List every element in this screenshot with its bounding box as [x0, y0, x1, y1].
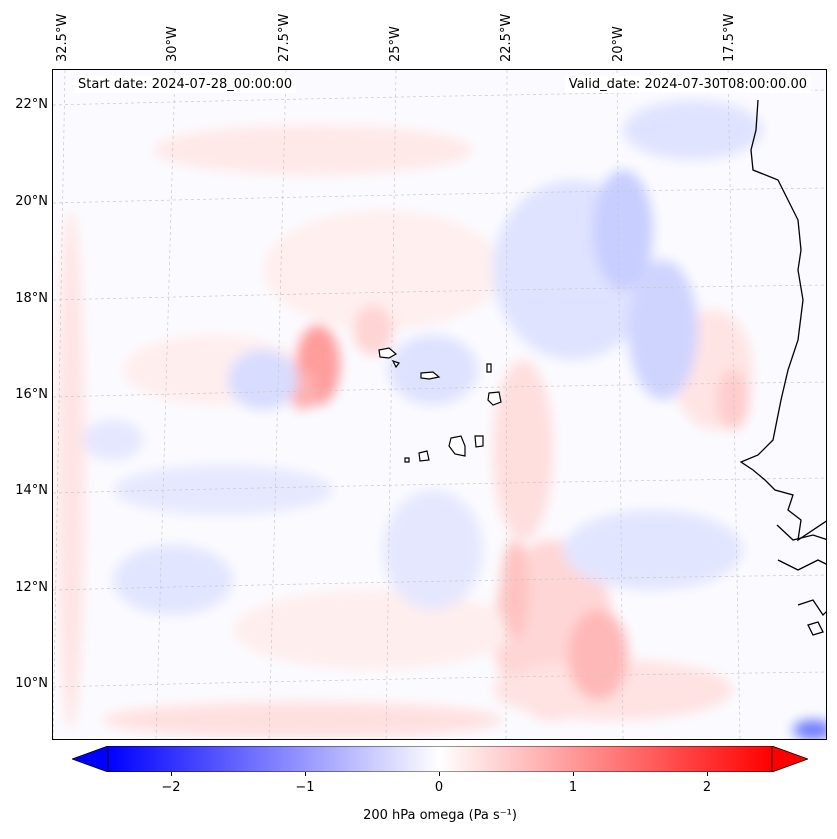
lat-label-20: 20°N	[15, 194, 48, 209]
colorbar-tick-label: 2	[702, 780, 712, 795]
lat-label-16: 16°N	[15, 387, 48, 402]
lon-label-30: 30°W	[165, 26, 180, 62]
lat-label-14: 14°N	[15, 483, 48, 498]
lat-label-22: 22°N	[15, 97, 48, 112]
colorbar-tickmark	[707, 772, 708, 776]
lon-label-17-5: 17.5°W	[722, 13, 737, 62]
colorbar-tickmark	[573, 772, 574, 776]
colorbar-gradient	[107, 746, 773, 772]
colorbar-tickmark	[171, 772, 172, 776]
omega-contours	[57, 100, 826, 739]
colorbar-tick-label: 0	[434, 780, 444, 795]
omega-field-map	[53, 70, 826, 739]
lon-label-27-5: 27.5°W	[277, 13, 292, 62]
colorbar-extend-min	[72, 746, 109, 772]
lat-label-10: 10°N	[15, 676, 48, 691]
map-panel[interactable]	[52, 69, 827, 740]
colorbar-tick-label: 1	[568, 780, 578, 795]
coastline	[739, 99, 826, 636]
islands	[378, 347, 502, 463]
lon-label-32-5: 32.5°W	[55, 13, 70, 62]
colorbar-tick-label: −1	[295, 780, 315, 795]
lon-label-22-5: 22.5°W	[499, 13, 514, 62]
gridlines	[53, 70, 826, 739]
colorbar-tick-label: −2	[161, 780, 181, 795]
colorbar	[72, 746, 808, 772]
lat-label-18: 18°N	[15, 291, 48, 306]
lon-label-25: 25°W	[388, 26, 403, 62]
colorbar-tickmark	[305, 772, 306, 776]
colorbar-tickmark	[439, 772, 440, 776]
colorbar-extend-max	[771, 746, 808, 772]
valid-date-label: Valid_date: 2024-07-30T08:00:00.00	[564, 76, 811, 93]
start-date-label: Start date: 2024-07-28_00:00:00	[74, 76, 297, 93]
lon-label-20: 20°W	[611, 26, 626, 62]
colorbar-label: 200 hPa omega (Pa s⁻¹)	[363, 808, 517, 823]
lat-label-12: 12°N	[15, 580, 48, 595]
